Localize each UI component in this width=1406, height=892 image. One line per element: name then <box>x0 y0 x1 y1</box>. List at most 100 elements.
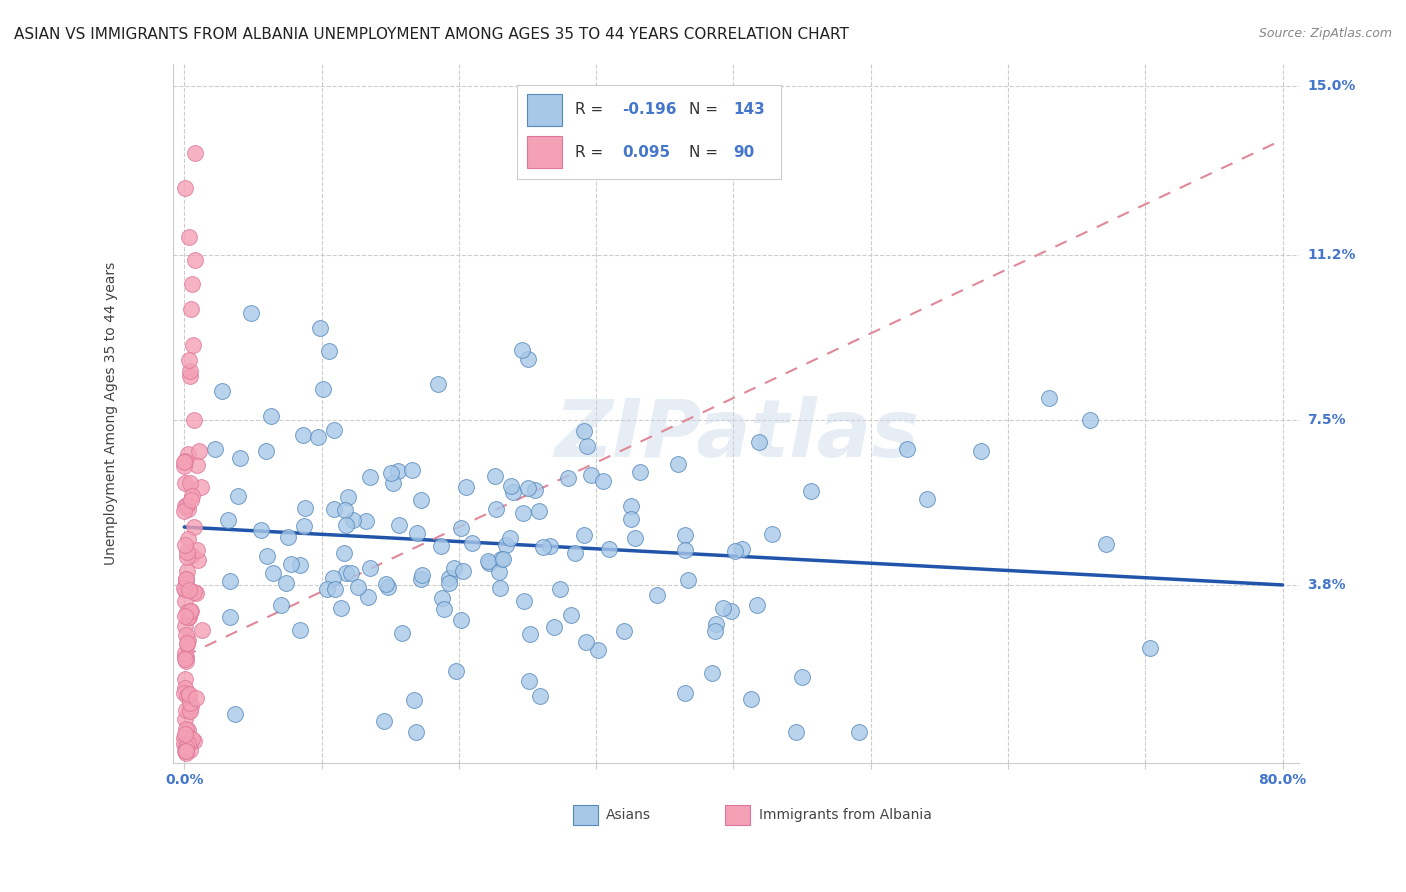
Point <box>896 442 918 456</box>
Point <box>347 580 370 594</box>
Point <box>177 532 200 546</box>
Text: Source: ZipAtlas.com: Source: ZipAtlas.com <box>1258 27 1392 40</box>
Point <box>359 561 381 575</box>
Point <box>204 442 226 457</box>
Point <box>720 604 742 618</box>
Point <box>176 689 198 703</box>
Point <box>761 527 783 541</box>
Point <box>450 521 472 535</box>
Point <box>174 703 197 717</box>
Point <box>405 724 427 739</box>
Point <box>173 681 195 695</box>
Point <box>173 686 195 700</box>
Point <box>517 351 540 366</box>
Point <box>186 458 208 472</box>
Point <box>179 704 201 718</box>
Point <box>176 549 198 564</box>
Point <box>406 526 429 541</box>
Point <box>335 517 357 532</box>
Point <box>177 502 200 516</box>
Point <box>173 455 195 469</box>
Point <box>673 528 696 542</box>
Point <box>374 576 396 591</box>
Point <box>179 476 201 491</box>
Point <box>187 444 209 458</box>
Point <box>173 454 195 468</box>
Point <box>453 564 475 578</box>
Point <box>700 666 723 681</box>
Point <box>430 591 453 606</box>
Point <box>323 502 346 516</box>
Point <box>270 599 292 613</box>
Point <box>748 435 770 450</box>
Point <box>174 649 197 664</box>
Point <box>177 447 200 461</box>
Point <box>359 470 381 484</box>
Point <box>218 610 240 624</box>
Point <box>174 576 197 591</box>
Point <box>740 692 762 706</box>
Point <box>357 590 380 604</box>
Point <box>785 724 807 739</box>
Point <box>513 593 536 607</box>
Point <box>592 475 614 489</box>
Point <box>443 561 465 575</box>
Point <box>179 368 201 383</box>
Point <box>179 583 201 598</box>
Point <box>401 463 423 477</box>
Point <box>184 146 207 161</box>
Point <box>176 605 198 619</box>
Point <box>181 489 204 503</box>
Point <box>226 489 249 503</box>
Point <box>174 651 197 665</box>
Point <box>377 581 399 595</box>
Point <box>676 574 699 588</box>
Point <box>309 321 332 335</box>
Point <box>292 518 315 533</box>
Point <box>260 409 283 424</box>
Point <box>277 530 299 544</box>
Point <box>174 722 197 736</box>
Point <box>180 301 202 316</box>
Point <box>174 609 197 624</box>
Point <box>177 609 200 624</box>
Text: 15.0%: 15.0% <box>1308 79 1355 94</box>
Point <box>217 513 239 527</box>
Point <box>174 572 197 586</box>
Point <box>191 623 214 637</box>
Point <box>177 723 200 737</box>
Point <box>628 466 651 480</box>
Point <box>382 476 405 491</box>
Point <box>645 588 668 602</box>
Point <box>180 731 202 746</box>
Point <box>186 585 208 599</box>
Point <box>288 558 311 572</box>
Point <box>598 541 620 556</box>
Point <box>184 691 207 706</box>
Point <box>183 519 205 533</box>
Point <box>704 617 727 632</box>
Point <box>488 565 510 579</box>
Point <box>586 642 609 657</box>
Point <box>402 693 425 707</box>
Point <box>173 504 195 518</box>
Point <box>1139 641 1161 656</box>
Point <box>333 502 356 516</box>
Point <box>673 686 696 700</box>
Point <box>173 181 195 195</box>
Point <box>180 604 202 618</box>
Point <box>485 502 508 516</box>
Point <box>564 546 586 560</box>
Point <box>176 735 198 749</box>
Point <box>572 424 595 438</box>
Point <box>527 504 550 518</box>
Point <box>211 384 233 398</box>
Point <box>224 706 246 721</box>
Point <box>176 636 198 650</box>
Point <box>187 553 209 567</box>
Point <box>240 306 263 320</box>
Point <box>387 464 409 478</box>
Point <box>333 545 356 559</box>
Point <box>747 599 769 613</box>
Point <box>173 499 195 513</box>
